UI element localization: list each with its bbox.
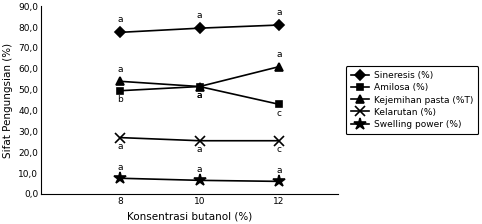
Kelarutan (%) [276,139,281,142]
Text: a: a [197,91,202,100]
Line: Sineresis (%): Sineresis (%) [117,22,282,36]
Text: a: a [118,15,123,24]
Text: a: a [197,165,202,174]
Amilosa (%) [118,89,123,92]
Text: c: c [276,145,281,154]
Line: Swelling power (%): Swelling power (%) [114,172,285,188]
Line: Kejemihan pasta (%T): Kejemihan pasta (%T) [116,62,283,91]
Text: a: a [118,65,123,74]
Text: a: a [276,50,281,59]
Amilosa (%) [197,85,202,88]
Text: a: a [276,166,281,175]
Sineresis (%) [197,27,202,30]
Text: a: a [276,8,281,17]
Line: Kelarutan (%): Kelarutan (%) [116,133,283,146]
Kelarutan (%) [118,136,123,139]
Text: c: c [276,109,281,118]
Text: b: b [118,95,123,104]
Text: a: a [118,142,123,151]
Sineresis (%) [276,24,281,26]
Y-axis label: Sifat Pengungsian (%): Sifat Pengungsian (%) [3,43,13,158]
Kejemihan pasta (%T) [118,80,123,83]
Amilosa (%) [276,103,281,106]
Swelling power (%) [197,179,202,182]
Line: Amilosa (%): Amilosa (%) [117,83,282,108]
Text: a: a [197,11,202,20]
Kejemihan pasta (%T) [197,85,202,88]
Text: a: a [197,145,202,154]
X-axis label: Konsentrasi butanol (%): Konsentrasi butanol (%) [127,211,252,221]
Sineresis (%) [118,31,123,34]
Text: a: a [118,163,123,172]
Swelling power (%) [118,177,123,180]
Text: a: a [197,91,202,100]
Kejemihan pasta (%T) [276,65,281,68]
Swelling power (%) [276,180,281,183]
Kelarutan (%) [197,139,202,142]
Legend: Sineresis (%), Amilosa (%), Kejemihan pasta (%T), Kelarutan (%), Swelling power : Sineresis (%), Amilosa (%), Kejemihan pa… [346,66,479,134]
